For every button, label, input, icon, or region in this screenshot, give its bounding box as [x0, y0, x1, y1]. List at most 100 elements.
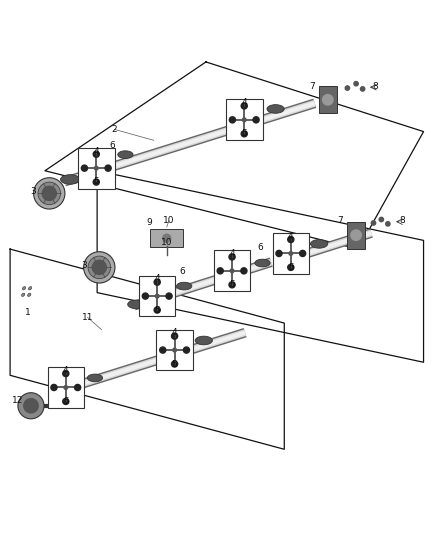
Circle shape	[253, 117, 259, 123]
Circle shape	[42, 187, 57, 200]
Circle shape	[81, 165, 88, 171]
Circle shape	[34, 177, 65, 209]
Circle shape	[351, 230, 361, 240]
FancyBboxPatch shape	[47, 367, 84, 408]
Circle shape	[154, 307, 160, 313]
Circle shape	[230, 269, 234, 273]
Circle shape	[105, 165, 111, 171]
Text: 1: 1	[25, 308, 30, 317]
Text: 10: 10	[161, 238, 173, 247]
Text: 7: 7	[337, 216, 343, 225]
FancyBboxPatch shape	[272, 233, 309, 274]
Circle shape	[217, 268, 223, 274]
Ellipse shape	[255, 259, 270, 267]
Circle shape	[74, 384, 81, 391]
Ellipse shape	[28, 293, 31, 296]
Text: 4: 4	[229, 249, 235, 258]
Circle shape	[386, 222, 390, 226]
Circle shape	[241, 131, 247, 137]
Circle shape	[163, 234, 171, 242]
Text: 4: 4	[63, 366, 69, 375]
Circle shape	[242, 118, 246, 122]
Circle shape	[288, 237, 294, 243]
Circle shape	[322, 94, 333, 105]
Circle shape	[360, 87, 365, 91]
Text: 5: 5	[288, 263, 294, 272]
Circle shape	[345, 86, 350, 90]
FancyBboxPatch shape	[214, 251, 251, 291]
Circle shape	[84, 252, 115, 283]
Circle shape	[289, 252, 293, 255]
Ellipse shape	[28, 287, 32, 290]
Circle shape	[241, 268, 247, 274]
Text: 9: 9	[146, 219, 152, 228]
Circle shape	[38, 182, 60, 205]
Circle shape	[172, 361, 178, 367]
Text: 6: 6	[258, 243, 263, 252]
Ellipse shape	[60, 175, 80, 184]
Circle shape	[379, 217, 384, 222]
Circle shape	[51, 384, 57, 391]
Text: 5: 5	[93, 177, 99, 185]
Ellipse shape	[87, 374, 102, 382]
FancyBboxPatch shape	[226, 100, 262, 140]
Circle shape	[354, 82, 358, 86]
Ellipse shape	[267, 104, 284, 113]
Circle shape	[276, 251, 282, 256]
FancyBboxPatch shape	[318, 86, 337, 113]
Circle shape	[64, 386, 67, 389]
Ellipse shape	[177, 282, 192, 290]
Text: 4: 4	[241, 98, 247, 107]
Ellipse shape	[195, 336, 212, 345]
Circle shape	[24, 399, 38, 413]
FancyBboxPatch shape	[347, 222, 365, 248]
Text: 10: 10	[163, 216, 175, 225]
Text: 7: 7	[309, 82, 314, 91]
Circle shape	[88, 256, 110, 279]
Ellipse shape	[22, 287, 26, 290]
Text: 5: 5	[172, 360, 177, 369]
Text: 4: 4	[154, 274, 160, 283]
Circle shape	[288, 264, 294, 270]
Circle shape	[229, 254, 235, 260]
FancyBboxPatch shape	[156, 330, 193, 370]
Text: 6: 6	[179, 267, 185, 276]
Circle shape	[92, 260, 106, 274]
Text: 4: 4	[172, 328, 177, 337]
Text: 5: 5	[241, 129, 247, 138]
Text: 12: 12	[12, 395, 24, 405]
Circle shape	[371, 221, 376, 225]
Text: 8: 8	[399, 216, 405, 225]
Circle shape	[142, 293, 148, 299]
Circle shape	[229, 282, 235, 288]
Text: 5: 5	[154, 305, 160, 314]
FancyBboxPatch shape	[139, 276, 176, 317]
Circle shape	[93, 151, 99, 157]
Circle shape	[154, 279, 160, 285]
Text: 5: 5	[229, 280, 235, 289]
Text: 3: 3	[81, 261, 87, 270]
Text: 6: 6	[110, 141, 115, 150]
Ellipse shape	[128, 300, 145, 309]
Circle shape	[63, 398, 69, 405]
Text: 4: 4	[93, 147, 99, 156]
FancyBboxPatch shape	[150, 229, 184, 247]
Ellipse shape	[118, 151, 133, 158]
Circle shape	[241, 103, 247, 109]
Circle shape	[155, 294, 159, 298]
Text: 11: 11	[82, 313, 93, 322]
Text: 5: 5	[63, 397, 69, 406]
Circle shape	[18, 393, 44, 419]
Circle shape	[172, 333, 178, 339]
Circle shape	[63, 370, 69, 377]
Ellipse shape	[21, 293, 25, 296]
Text: 4: 4	[288, 231, 293, 240]
Circle shape	[184, 347, 190, 353]
Text: 3: 3	[30, 187, 35, 196]
Circle shape	[160, 347, 166, 353]
Circle shape	[166, 293, 172, 299]
Text: 8: 8	[373, 82, 378, 91]
Circle shape	[300, 251, 306, 256]
Circle shape	[230, 117, 236, 123]
Circle shape	[95, 166, 98, 170]
